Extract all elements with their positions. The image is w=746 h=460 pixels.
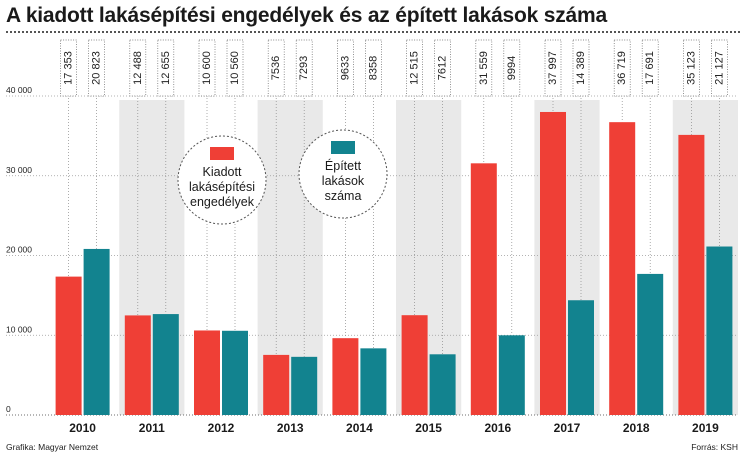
bar-2012-built [222, 330, 248, 415]
legend-circle [298, 129, 388, 219]
value-label-box [572, 39, 590, 97]
value-label-box [267, 39, 285, 97]
value-label-box [711, 39, 728, 97]
bar-2010-permits [55, 276, 82, 415]
x-tick-label: 2012 [208, 421, 235, 435]
value-label: 37 997 [547, 51, 559, 85]
bar-2016-built [498, 335, 525, 415]
x-tick-label: 2010 [69, 421, 96, 435]
chart-title: A kiadott lakásépítési engedélyek és az … [6, 4, 607, 27]
y-tick-label: 10 000 [6, 324, 32, 334]
value-label-box [683, 39, 700, 97]
value-label: 31 559 [478, 51, 490, 85]
value-label: 21 127 [713, 51, 725, 85]
bar-2010-built [83, 248, 110, 415]
value-label-box [157, 39, 175, 97]
bar-2013-permits [263, 354, 290, 415]
legend-swatch [331, 141, 355, 154]
bar-2019-permits [678, 134, 705, 415]
value-label-box [503, 39, 521, 97]
value-label-box [641, 39, 659, 97]
y-tick-label: 30 000 [6, 165, 32, 175]
value-label-box [88, 39, 105, 97]
bar-2019-built [706, 246, 733, 415]
value-label: 12 488 [132, 51, 144, 85]
bar-2017-built [568, 300, 594, 415]
x-tick-label: 2019 [692, 421, 719, 435]
value-labels: 17 353 20 823 12 488 12 655 10 600 10 560 7536… [60, 39, 728, 97]
value-label-box [475, 39, 493, 97]
bar-2013-built [291, 356, 318, 415]
bar-2017-permits [540, 111, 566, 415]
legend-label: Épített [325, 158, 362, 173]
legend-label: lakásépítési [189, 180, 255, 194]
title-divider [6, 31, 740, 33]
value-label-box [295, 39, 313, 97]
y-axis-labels: 0 10 000 20 000 30 000 40 000 [6, 85, 32, 414]
bar-2015-built [429, 354, 456, 415]
credit-source: Forrás: KSH [691, 442, 738, 452]
value-label: 7612 [437, 56, 449, 80]
value-label-box [198, 39, 216, 97]
value-label-box [337, 39, 354, 97]
x-tick-label: 2016 [484, 421, 511, 435]
value-label: 9633 [339, 56, 351, 80]
value-label: 14 389 [575, 51, 587, 85]
bar-2018-built [637, 273, 664, 415]
x-tick-label: 2018 [623, 421, 650, 435]
value-label: 20 823 [91, 51, 103, 85]
bar-2011-built [152, 314, 179, 415]
legend-label: száma [325, 189, 362, 203]
value-label: 7293 [298, 56, 310, 80]
y-tick-label: 20 000 [6, 245, 32, 255]
legend-label: engedélyek [190, 195, 255, 209]
value-label-box [544, 39, 562, 97]
bar-2011-permits [124, 315, 151, 415]
x-axis-labels: 2010 2011 2012 2013 2014 2015 2016 2017 2018 2019 [69, 421, 719, 435]
value-label-box [226, 39, 244, 97]
bars [55, 111, 733, 415]
value-label: 12 655 [160, 51, 172, 85]
value-label: 9994 [506, 56, 518, 80]
value-label: 8358 [367, 56, 379, 80]
credit-graphic: Grafika: Magyar Nemzet [6, 442, 99, 452]
value-label: 10 560 [229, 51, 241, 85]
x-tick-label: 2014 [346, 421, 373, 435]
y-tick-label: 40 000 [6, 85, 32, 95]
bar-2015-permits [401, 315, 428, 415]
x-tick-label: 2011 [139, 421, 165, 435]
bar-2014-built [360, 348, 387, 415]
bar-2012-permits [194, 330, 220, 415]
bar-2016-permits [470, 163, 497, 415]
value-label: 17 353 [63, 51, 75, 85]
x-tick-label: 2017 [554, 421, 581, 435]
x-tick-label: 2015 [415, 421, 442, 435]
label-leader-lines [68, 98, 720, 357]
value-label: 36 719 [616, 51, 628, 85]
value-label-box [60, 39, 77, 97]
legend-label: lakások [322, 174, 365, 188]
value-label-box [129, 39, 147, 97]
value-label: 17 691 [644, 51, 656, 85]
bar-2018-permits [609, 122, 636, 415]
bar-2014-permits [332, 338, 359, 415]
value-label-box [434, 39, 451, 97]
x-tick-label: 2013 [277, 421, 304, 435]
value-label: 35 123 [685, 51, 697, 85]
value-label: 12 515 [409, 51, 421, 85]
legend-label: Kiadott [203, 165, 242, 179]
value-label: 10 600 [201, 51, 213, 85]
value-label: 7536 [270, 56, 282, 80]
legend-swatch [210, 147, 234, 160]
value-label-box [613, 39, 631, 97]
value-label-box [406, 39, 423, 97]
y-tick-label: 0 [6, 404, 11, 414]
legend-circle [177, 135, 267, 225]
value-label-box [365, 39, 382, 97]
